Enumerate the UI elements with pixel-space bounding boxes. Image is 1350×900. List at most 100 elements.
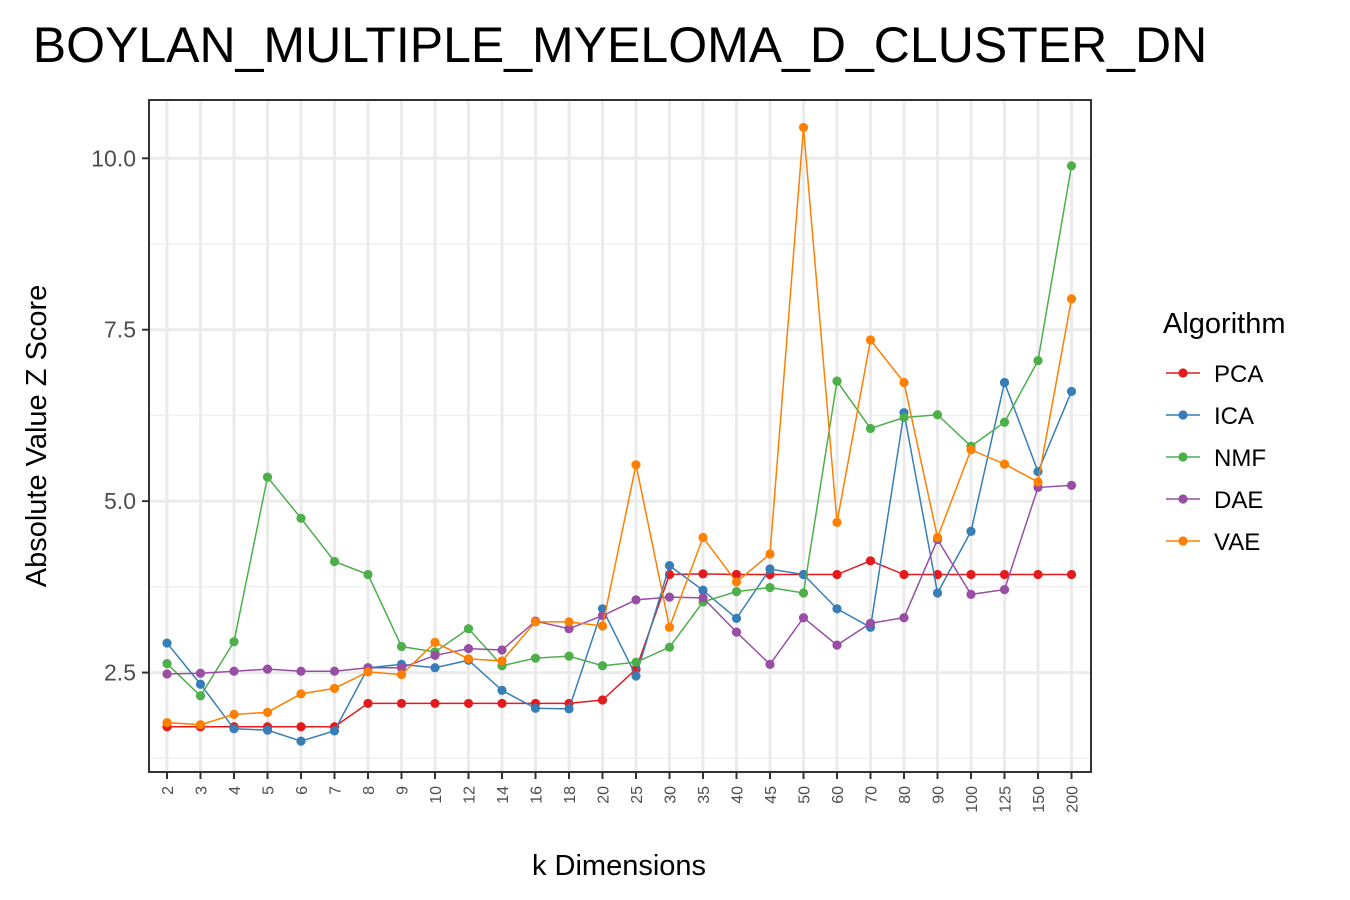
data-point: [229, 637, 239, 647]
data-point: [430, 698, 440, 709]
data-point: [999, 569, 1010, 580]
x-tick-label: 3: [194, 786, 211, 795]
x-tick-label: 45: [763, 786, 780, 804]
data-point: [999, 459, 1010, 469]
data-point: [731, 613, 742, 624]
data-point: [262, 707, 273, 717]
data-point: [463, 654, 474, 664]
data-point: [832, 569, 842, 580]
data-point: [497, 698, 507, 709]
data-point: [631, 460, 641, 470]
x-tick-label: 25: [629, 786, 646, 804]
data-point: [899, 613, 909, 623]
data-point: [966, 445, 976, 455]
data-point: [530, 703, 541, 713]
data-point: [262, 472, 273, 482]
series-dae: [162, 480, 1077, 679]
data-point: [1066, 386, 1077, 397]
data-point: [1066, 569, 1077, 580]
data-point: [262, 664, 273, 674]
x-tick-label: 90: [931, 786, 948, 804]
data-point: [396, 663, 407, 673]
series-line: [166, 165, 1073, 698]
data-point: [162, 669, 172, 679]
data-point: [530, 653, 541, 663]
data-point: [731, 577, 742, 587]
legend-marker: [1178, 452, 1188, 462]
data-point: [497, 685, 507, 696]
data-point: [631, 671, 641, 681]
x-tick-label: 16: [529, 786, 546, 804]
x-tick-label: 9: [395, 786, 412, 795]
x-axis: 2 3 4 5 6 7 8 9 10 12 14 16 18 20 25 30 35 40 45 50 60 70 80 90…: [160, 772, 1082, 813]
series-line: [166, 379, 1073, 742]
data-point: [698, 532, 708, 543]
data-point: [1066, 294, 1077, 304]
data-point: [497, 645, 507, 655]
data-point: [899, 377, 909, 388]
data-point: [731, 569, 742, 580]
data-point: [731, 627, 742, 637]
legend-label: ICA: [1214, 403, 1254, 430]
data-point: [363, 667, 373, 677]
data-point: [932, 532, 943, 543]
data-point: [396, 698, 407, 709]
data-point: [731, 587, 742, 597]
data-point: [798, 613, 809, 623]
grid-minor: [149, 243, 1091, 760]
data-point: [463, 698, 474, 709]
x-tick-label: 4: [227, 786, 244, 795]
data-point: [564, 624, 574, 634]
data-point: [229, 666, 239, 676]
data-point: [396, 670, 407, 680]
legend-label: NMF: [1214, 445, 1266, 472]
data-point: [229, 709, 239, 720]
data-point: [932, 410, 943, 420]
data-point: [1066, 161, 1077, 171]
data-point: [430, 637, 440, 648]
data-point: [1033, 569, 1043, 580]
data-point: [564, 617, 574, 627]
data-point: [195, 720, 206, 730]
y-tick-label: 7.5: [104, 317, 136, 343]
data-point: [262, 725, 273, 735]
x-tick-label: 7: [328, 786, 345, 795]
legend-item-ica: ICA: [1166, 403, 1254, 430]
y-axis-title: Absolute Value Z Score: [21, 285, 53, 588]
x-tick-label: 20: [596, 786, 613, 804]
data-point: [698, 593, 708, 603]
x-tick-label: 2: [160, 786, 177, 795]
data-point: [329, 666, 340, 676]
data-point: [597, 695, 608, 705]
y-tick-label: 10.0: [91, 145, 136, 171]
data-point: [229, 724, 239, 734]
series-line: [166, 484, 1072, 675]
data-point: [396, 641, 407, 652]
data-point: [832, 517, 842, 528]
x-tick-label: 200: [1065, 786, 1082, 813]
data-point: [162, 718, 172, 728]
legend-marker: [1178, 410, 1188, 420]
legend-marker: [1178, 536, 1188, 546]
data-point: [296, 722, 306, 732]
x-tick-label: 18: [562, 786, 579, 804]
data-point: [865, 423, 876, 434]
x-tick-label: 80: [897, 786, 914, 804]
data-point: [195, 691, 206, 701]
x-tick-label: 14: [495, 786, 512, 804]
data-point: [664, 622, 675, 632]
legend-item-vae: VAE: [1166, 529, 1260, 556]
data-point: [832, 640, 842, 650]
series-line: [166, 127, 1073, 726]
data-point: [329, 683, 340, 693]
data-point: [765, 549, 775, 559]
x-axis-title: k Dimensions: [532, 850, 706, 882]
data-point: [564, 704, 574, 714]
data-point: [765, 564, 775, 574]
data-point: [664, 561, 675, 571]
data-point: [296, 689, 306, 699]
x-tick-label: 125: [998, 786, 1015, 813]
data-point: [664, 642, 675, 652]
data-point: [765, 582, 775, 593]
data-point: [966, 569, 976, 580]
